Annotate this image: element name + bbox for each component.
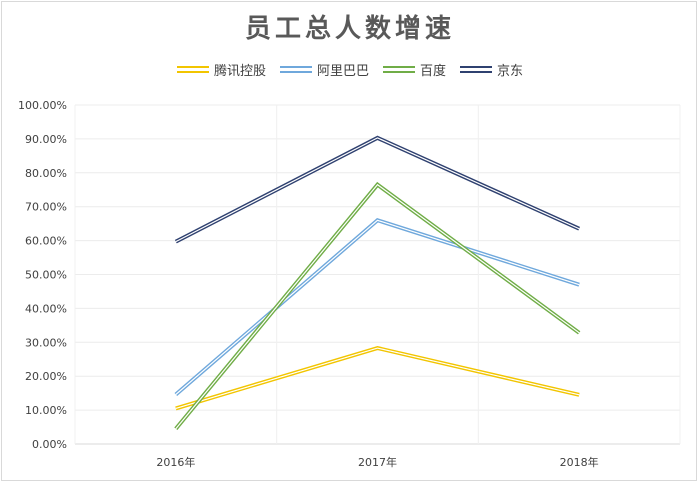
- y-tick-label: 60.00%: [25, 235, 67, 248]
- series-line-inner: [175, 347, 580, 409]
- series-line: [174, 135, 580, 244]
- series-line-inner: [175, 219, 580, 395]
- legend-label: 阿里巴巴: [316, 64, 369, 79]
- legend-label: 京东: [497, 64, 524, 79]
- legend-label: 百度: [420, 64, 447, 79]
- legend-swatch: [383, 66, 415, 73]
- y-tick-label: 30.00%: [25, 336, 67, 349]
- x-tick-label: 2016年: [156, 455, 195, 469]
- legend-item: 京东: [460, 60, 523, 79]
- legend-item: 百度: [383, 60, 446, 79]
- series-line: [174, 218, 580, 397]
- y-tick-label: 90.00%: [25, 133, 67, 146]
- x-tick-label: 2018年: [560, 455, 599, 469]
- legend-swatch: [176, 66, 209, 73]
- series-line-inner: [175, 183, 580, 430]
- y-tick-label: 50.00%: [25, 269, 67, 282]
- y-tick-label: 10.00%: [25, 404, 67, 417]
- y-tick-label: 20.00%: [25, 370, 67, 383]
- series-line-inner: [175, 137, 580, 243]
- y-tick-label: 70.00%: [25, 201, 67, 214]
- chart-title: 员工总人数增速: [244, 14, 455, 44]
- legend-label: 腾讯控股: [213, 64, 266, 79]
- legend-item: 阿里巴巴: [279, 60, 369, 79]
- x-tick-label: 2017年: [358, 455, 397, 469]
- legend-item: 腾讯控股: [176, 60, 266, 79]
- legend-swatch: [279, 66, 312, 73]
- y-tick-label: 0.00%: [32, 438, 67, 451]
- y-tick-label: 40.00%: [25, 302, 67, 315]
- y-tick-label: 80.00%: [25, 167, 67, 180]
- legend: 腾讯控股 阿里巴巴 百度 京东: [0, 60, 700, 79]
- legend-swatch: [460, 66, 493, 73]
- y-tick-label: 100.00%: [18, 99, 67, 112]
